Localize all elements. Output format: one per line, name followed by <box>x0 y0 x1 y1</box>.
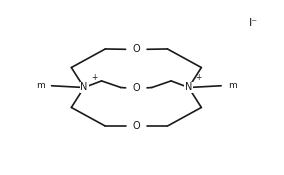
Text: O: O <box>133 121 140 131</box>
Text: +: + <box>196 74 202 82</box>
Text: O: O <box>133 83 140 93</box>
Text: N: N <box>80 82 88 93</box>
Text: m: m <box>228 81 237 90</box>
Text: O: O <box>133 44 140 54</box>
Text: m: m <box>36 81 45 90</box>
Text: I⁻: I⁻ <box>249 18 258 28</box>
Text: +: + <box>91 74 97 82</box>
Text: N: N <box>185 82 192 93</box>
